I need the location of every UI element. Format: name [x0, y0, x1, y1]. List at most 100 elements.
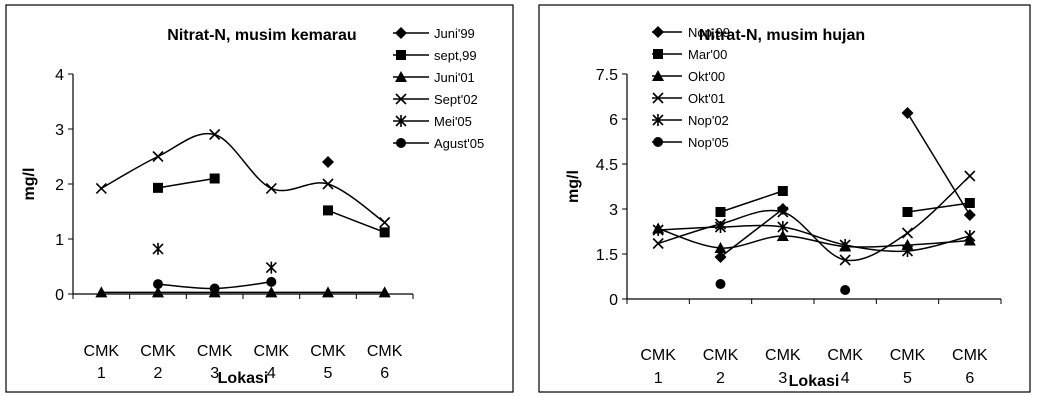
y-axis-label: mg/l	[565, 170, 582, 203]
y-tick-label: 7.5	[596, 67, 618, 84]
x-tick-label: 2	[154, 365, 163, 382]
legend-marker-asterisk	[652, 114, 664, 126]
y-axis-label: mg/l	[21, 168, 38, 201]
legend-label: Sept'02	[434, 92, 478, 107]
y-tick-label: 0	[55, 287, 64, 304]
legend-label: Okt'01	[688, 91, 725, 106]
data-point-diamond	[901, 107, 914, 119]
legend-marker-triangle	[395, 71, 407, 82]
x-tick-label: CMK	[703, 347, 739, 364]
x-tick-label: CMK	[640, 347, 676, 364]
x-tick-label: 5	[903, 370, 912, 387]
chart-frame	[5, 4, 514, 393]
legend-marker-circle	[396, 138, 406, 148]
x-tick-label: 4	[841, 370, 850, 387]
data-point-diamond	[714, 251, 727, 263]
data-point-triangle	[322, 286, 334, 298]
data-point-square	[323, 205, 333, 216]
data-point-diamond	[963, 209, 976, 221]
x-tick-label: CMK	[310, 343, 346, 360]
x-tick-label: CMK	[952, 347, 988, 364]
data-point-circle	[153, 279, 163, 290]
legend-item: Juni'99	[393, 26, 475, 41]
legend-label: Juni'99	[434, 26, 475, 41]
legend-label: sept,99	[434, 48, 477, 63]
legend-marker-x	[395, 93, 407, 105]
data-point-x	[209, 128, 221, 141]
data-point-diamond	[322, 156, 334, 168]
series-4	[652, 170, 976, 266]
x-tick-label: 1	[97, 365, 106, 382]
data-point-square	[964, 198, 975, 208]
legend-item: Nop'02	[652, 113, 729, 128]
legend-label: Mei'05	[434, 114, 472, 129]
data-point-triangle	[95, 286, 108, 298]
x-tick-label: CMK	[84, 343, 120, 360]
data-point-square	[209, 173, 220, 184]
x-tick-label: 3	[210, 365, 219, 382]
x-axis-label: Lokasi	[789, 373, 840, 390]
legend-item: Nop,99	[652, 25, 730, 40]
data-point-asterisk	[152, 242, 164, 255]
chart-2: Nitrat-N, musim hujan 0 1.5 3 4.5 6 7.5 CMK 1 CMK…	[538, 4, 1031, 393]
chart-1: Nitrat-N, musim kemarau 0 1 2 3 4 CMK 1 CMK 2 CMK 3…	[5, 4, 514, 393]
data-point-circle	[209, 283, 220, 294]
legend-marker-x	[652, 92, 664, 104]
legend-marker-triangle	[652, 70, 664, 81]
x-tick-label: CMK	[197, 343, 233, 360]
y-tick-label: 4	[55, 67, 64, 84]
series-2	[715, 186, 975, 217]
data-point-circle	[715, 279, 726, 289]
legend-item: Agust'05	[393, 136, 484, 151]
x-tick-label: CMK	[827, 347, 863, 364]
legend: Juni'99 sept,99 Juni'01 Sept'02 Mei'05 Agust'…	[393, 26, 484, 151]
data-point-asterisk	[714, 221, 727, 233]
x-tick-label: CMK	[254, 343, 290, 360]
x-tick-label: 6	[380, 365, 389, 382]
data-point-asterisk	[901, 245, 914, 257]
y-tick-label: 6	[609, 112, 618, 129]
chart-frame	[538, 4, 1031, 393]
x-tick-label: CMK	[890, 347, 926, 364]
x-tick-label: CMK	[367, 343, 403, 360]
series-5	[652, 221, 976, 257]
y-tick-label: 0	[609, 292, 618, 309]
data-point-circle	[840, 285, 851, 295]
x-tick-label: CMK	[765, 347, 801, 364]
legend-marker-square	[653, 49, 663, 59]
chart-title: Nitrat-N, musim hujan	[699, 27, 865, 44]
legend-item: sept,99	[393, 48, 477, 63]
data-point-x	[322, 178, 334, 190]
legend-item: Mei'05	[393, 114, 472, 129]
data-point-square	[715, 207, 726, 217]
data-point-x	[964, 170, 976, 182]
series-line	[658, 224, 971, 253]
data-point-x	[95, 182, 107, 194]
legend-label: Okt'00	[688, 69, 725, 84]
y-tick-label: 1	[55, 232, 64, 249]
legend-marker-diamond	[652, 26, 664, 38]
data-point-triangle	[265, 286, 278, 298]
y-tick-label: 1.5	[596, 247, 618, 264]
data-point-asterisk	[777, 221, 789, 233]
legend: Nop,99 Mar'00 Okt'00 Okt'01 Nop'02 Nop'05	[652, 25, 730, 150]
legend-marker-diamond	[395, 27, 407, 39]
x-tick-label: 6	[965, 370, 974, 387]
x-tick-label: 4	[267, 365, 276, 382]
x-tick-label: 2	[716, 370, 725, 387]
series-line	[720, 208, 784, 258]
data-point-square	[902, 207, 913, 217]
legend-item: Mar'00	[652, 47, 727, 62]
data-point-x	[379, 216, 391, 229]
x-tick-label: 1	[654, 370, 663, 387]
legend-item: Sept'02	[393, 92, 478, 107]
x-tick-label: 5	[324, 365, 333, 382]
x-axis-label: Lokasi	[218, 370, 269, 387]
data-point-asterisk	[839, 239, 851, 251]
data-point-x	[901, 227, 914, 239]
x-tick-label: 3	[778, 370, 787, 387]
series-6	[715, 279, 851, 295]
legend-label: Juni'01	[434, 70, 475, 85]
legend-label: Nop'02	[688, 113, 729, 128]
legend-label: Nop'05	[688, 135, 729, 150]
